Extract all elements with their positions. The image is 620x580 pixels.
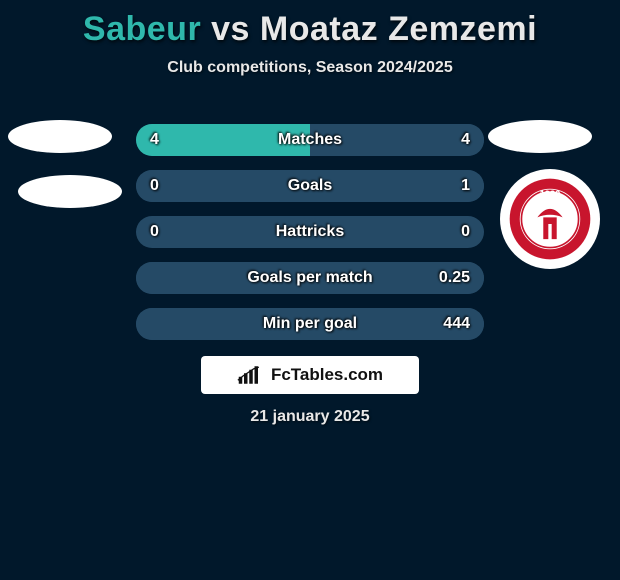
stat-bar: Min per goal 444	[136, 308, 484, 340]
brand-box: FcTables.com	[201, 356, 419, 394]
stat-value-p2: 0.25	[439, 262, 470, 294]
svg-text:1920: 1920	[540, 189, 561, 199]
stat-bar: Matches 4 4	[136, 124, 484, 156]
player2-club-badge: 1920	[500, 169, 600, 269]
title-vs: vs	[201, 10, 260, 48]
stat-label: Hattricks	[136, 216, 484, 248]
stat-label: Min per goal	[136, 308, 484, 340]
title-player2: Moataz Zemzemi	[260, 10, 537, 48]
title-player1: Sabeur	[83, 10, 201, 48]
bar-chart-icon	[237, 364, 265, 386]
stat-label: Goals	[136, 170, 484, 202]
subtitle: Club competitions, Season 2024/2025	[0, 53, 620, 91]
stats-chart: Matches 4 4 Goals 0 1 Hattricks 0 0 Goal…	[136, 124, 484, 354]
player1-avatar-oval-2	[18, 175, 122, 208]
stat-label: Goals per match	[136, 262, 484, 294]
stat-value-p2: 0	[461, 216, 470, 248]
stat-bar: Goals per match 0.25	[136, 262, 484, 294]
player1-avatar-oval-1	[8, 120, 112, 153]
stat-value-p1: 4	[150, 124, 159, 156]
stat-value-p1: 0	[150, 170, 159, 202]
page-title: Sabeur vs Moataz Zemzemi	[0, 0, 620, 53]
date-text: 21 january 2025	[0, 408, 620, 426]
stat-bar: Goals 0 1	[136, 170, 484, 202]
brand-text: FcTables.com	[271, 365, 383, 385]
club-africain-logo-icon: 1920	[508, 177, 592, 261]
stat-value-p1: 0	[150, 216, 159, 248]
stat-label: Matches	[136, 124, 484, 156]
stat-value-p2: 444	[443, 308, 470, 340]
stat-value-p2: 4	[461, 124, 470, 156]
player2-avatar-oval	[488, 120, 592, 153]
stat-value-p2: 1	[461, 170, 470, 202]
stat-bar: Hattricks 0 0	[136, 216, 484, 248]
